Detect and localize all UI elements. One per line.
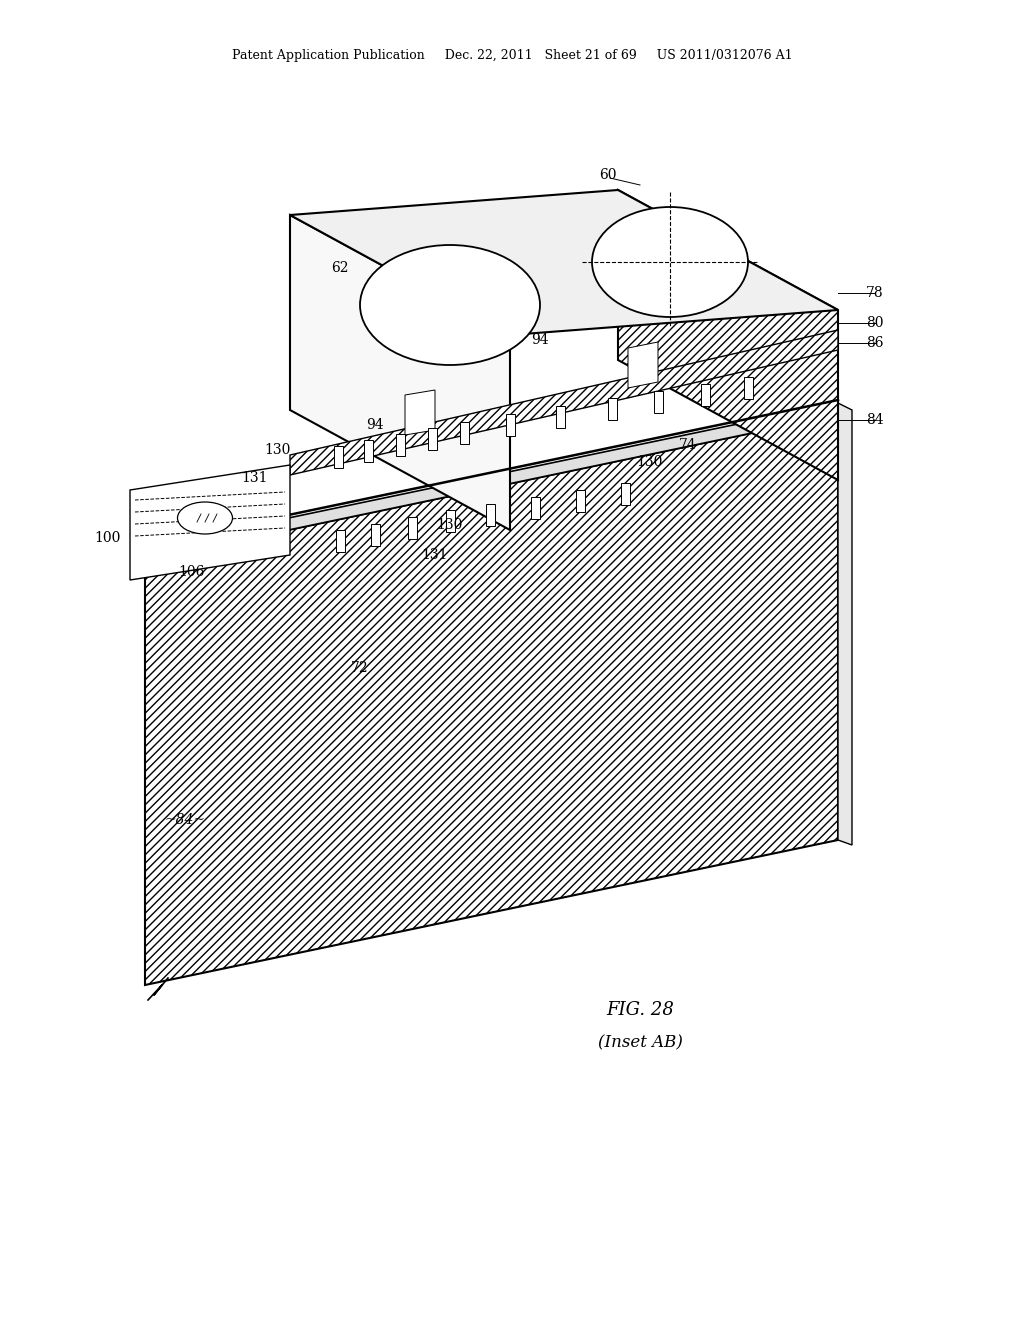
Text: 78: 78 [866, 286, 884, 300]
Polygon shape [406, 389, 435, 436]
Text: 130: 130 [265, 444, 291, 457]
Polygon shape [408, 517, 417, 539]
Text: 100: 100 [95, 531, 121, 545]
Text: FIG. 28: FIG. 28 [606, 1001, 674, 1019]
Text: 131: 131 [242, 471, 268, 484]
Text: 130: 130 [637, 455, 664, 469]
Polygon shape [530, 498, 540, 519]
Polygon shape [621, 483, 630, 506]
Text: 86: 86 [866, 337, 884, 350]
Polygon shape [290, 330, 838, 475]
Polygon shape [130, 465, 290, 579]
Polygon shape [628, 342, 658, 388]
Text: 80: 80 [866, 315, 884, 330]
Polygon shape [145, 403, 838, 560]
Polygon shape [445, 510, 455, 532]
Polygon shape [555, 407, 564, 428]
Text: 94: 94 [367, 418, 384, 432]
Text: 74: 74 [679, 438, 697, 451]
Ellipse shape [592, 207, 748, 317]
Polygon shape [700, 384, 710, 407]
Polygon shape [336, 531, 344, 552]
Text: 130: 130 [437, 517, 463, 532]
Polygon shape [607, 399, 616, 420]
Text: 84: 84 [866, 413, 884, 426]
Ellipse shape [177, 502, 232, 535]
Polygon shape [506, 414, 514, 436]
Text: 94: 94 [531, 333, 549, 347]
Polygon shape [427, 428, 436, 450]
Polygon shape [395, 434, 404, 455]
Polygon shape [575, 490, 585, 512]
Polygon shape [460, 422, 469, 444]
Polygon shape [145, 414, 838, 985]
Polygon shape [290, 215, 510, 531]
Polygon shape [618, 190, 838, 480]
Text: ~84~: ~84~ [165, 813, 206, 828]
Ellipse shape [360, 246, 540, 366]
Text: 60: 60 [599, 168, 616, 182]
Polygon shape [364, 440, 373, 462]
Polygon shape [290, 190, 838, 335]
Text: 72: 72 [351, 661, 369, 675]
Text: Patent Application Publication     Dec. 22, 2011   Sheet 21 of 69     US 2011/03: Patent Application Publication Dec. 22, … [231, 49, 793, 62]
Polygon shape [485, 504, 495, 525]
Text: 106: 106 [179, 565, 205, 579]
Text: (Inset AB): (Inset AB) [598, 1035, 682, 1052]
Text: 62: 62 [331, 261, 349, 275]
Polygon shape [334, 446, 342, 469]
Polygon shape [653, 391, 663, 413]
Polygon shape [743, 378, 753, 399]
Text: 131: 131 [422, 548, 449, 562]
Polygon shape [838, 403, 852, 845]
Polygon shape [371, 524, 380, 546]
